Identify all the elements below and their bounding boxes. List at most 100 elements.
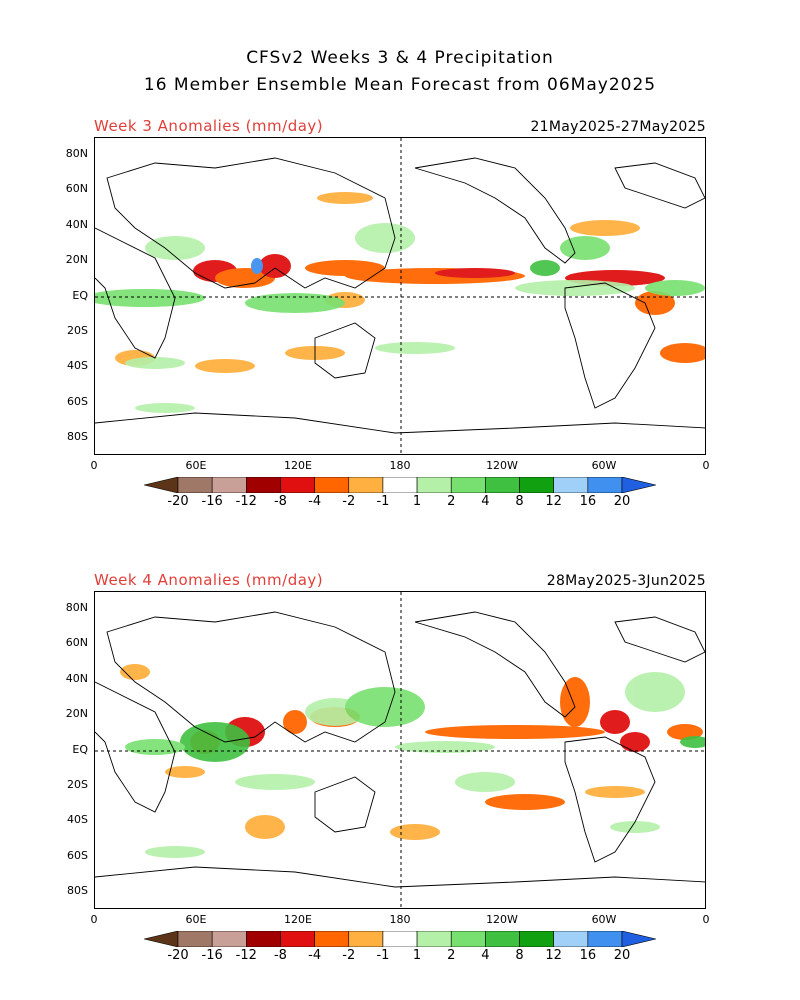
week3-map-canvas	[95, 138, 705, 454]
colorbar-label: 4	[481, 948, 490, 963]
lon-label: 0	[90, 913, 98, 926]
lon-label: 120E	[284, 913, 312, 926]
colorbar-label: -4	[308, 494, 322, 509]
lon-label: 120E	[284, 459, 312, 472]
week4-map-canvas	[95, 592, 705, 908]
lat-label: EQ	[72, 289, 88, 302]
week4-date-range: 28May2025-3Jun2025	[546, 573, 706, 589]
colorbar-cell	[314, 931, 350, 947]
colorbar-label: 8	[515, 948, 524, 963]
colorbar-cell	[211, 931, 247, 947]
colorbar-label: -20	[167, 494, 189, 509]
colorbar-cell	[177, 477, 213, 493]
lon-label: 0	[702, 913, 710, 926]
colorbar-label: 1	[412, 494, 422, 509]
week3-date-range: 21May2025-27May2025	[530, 119, 706, 135]
lat-label: 40N	[65, 672, 88, 685]
lon-label: 60W	[591, 459, 617, 472]
colorbar-label: 12	[545, 948, 562, 963]
colorbar-label: 1	[412, 948, 422, 963]
colorbar-cell	[144, 477, 179, 493]
lat-label: 20S	[67, 324, 88, 337]
lon-label: 180	[389, 913, 411, 926]
colorbar-label: 2	[447, 948, 456, 963]
colorbar-label: 2	[447, 494, 456, 509]
colorbar-label: -2	[342, 494, 356, 509]
week3-map	[94, 137, 706, 455]
lon-label: 180	[389, 459, 411, 472]
lat-label: 40S	[67, 359, 88, 372]
colorbar-cell	[553, 477, 589, 493]
colorbar-cell	[450, 477, 486, 493]
lat-label: 80N	[65, 147, 88, 160]
colorbar-label: 20	[613, 494, 631, 509]
colorbar-week4	[144, 931, 656, 947]
colorbar-cell	[416, 931, 452, 947]
lat-label: 80S	[67, 430, 88, 443]
colorbar-cell	[382, 931, 418, 947]
colorbar-label: 20	[613, 948, 631, 963]
lon-label: 0	[90, 459, 98, 472]
lat-label: 80S	[67, 884, 88, 897]
lat-label: 60S	[67, 395, 88, 408]
lat-label: 20N	[65, 707, 88, 720]
colorbar-cell	[280, 477, 315, 493]
colorbar-label: 12	[545, 494, 562, 509]
colorbar-label: -8	[273, 948, 287, 963]
colorbar-label: -12	[235, 948, 257, 963]
colorbar-label: 4	[481, 494, 490, 509]
week3-label: Week 3 Anomalies (mm/day)	[94, 117, 324, 135]
colorbar-cell	[348, 931, 384, 947]
lat-label: 20S	[67, 778, 88, 791]
colorbar-cell	[450, 931, 486, 947]
lat-label: 40S	[67, 813, 88, 826]
colorbar-cell	[144, 931, 179, 947]
colorbar-label: -12	[235, 494, 257, 509]
lat-label: 60S	[67, 849, 88, 862]
week4-label: Week 4 Anomalies (mm/day)	[94, 571, 324, 589]
colorbar-label: -20	[167, 948, 189, 963]
colorbar-cell	[382, 477, 418, 493]
lat-label: 60N	[65, 636, 88, 649]
colorbar-cell	[587, 477, 623, 493]
lat-label: 20N	[65, 253, 88, 266]
lat-label: 80N	[65, 601, 88, 614]
colorbar-cell	[553, 931, 589, 947]
colorbar-cell	[211, 477, 247, 493]
colorbar-label: 16	[579, 494, 597, 509]
colorbar-label: -16	[201, 494, 223, 509]
lon-label: 0	[702, 459, 710, 472]
colorbar-cell	[621, 477, 656, 493]
lon-label: 60W	[591, 913, 617, 926]
colorbar-cell	[177, 931, 213, 947]
colorbar-label: -1	[376, 494, 390, 509]
lat-label: 60N	[65, 182, 88, 195]
colorbar-label: -4	[308, 948, 322, 963]
colorbar-label: 8	[515, 494, 524, 509]
colorbar-label: -2	[342, 948, 356, 963]
colorbar-cell	[348, 477, 384, 493]
colorbar-label: -8	[273, 494, 287, 509]
lon-label: 120W	[486, 459, 518, 472]
lon-label: 60E	[185, 459, 207, 472]
title-line-2: 16 Member Ensemble Mean Forecast from 06…	[143, 75, 657, 95]
colorbar-label: -16	[201, 948, 223, 963]
colorbar-week3	[144, 477, 656, 493]
colorbar-cell	[519, 477, 554, 493]
colorbar-cell	[246, 477, 281, 493]
colorbar-cell	[485, 931, 520, 947]
lon-label: 120W	[486, 913, 518, 926]
colorbar-cell	[587, 931, 623, 947]
week4-map	[94, 591, 706, 909]
colorbar-cell	[314, 477, 350, 493]
colorbar-cell	[621, 931, 656, 947]
lon-label: 60E	[185, 913, 207, 926]
colorbar-cell	[280, 931, 315, 947]
colorbar-cell	[485, 477, 520, 493]
lat-label: 40N	[65, 218, 88, 231]
colorbar-label: 16	[579, 948, 597, 963]
colorbar-cell	[416, 477, 452, 493]
lat-label: EQ	[72, 743, 88, 756]
colorbar-cell	[246, 931, 281, 947]
colorbar-cell	[519, 931, 554, 947]
